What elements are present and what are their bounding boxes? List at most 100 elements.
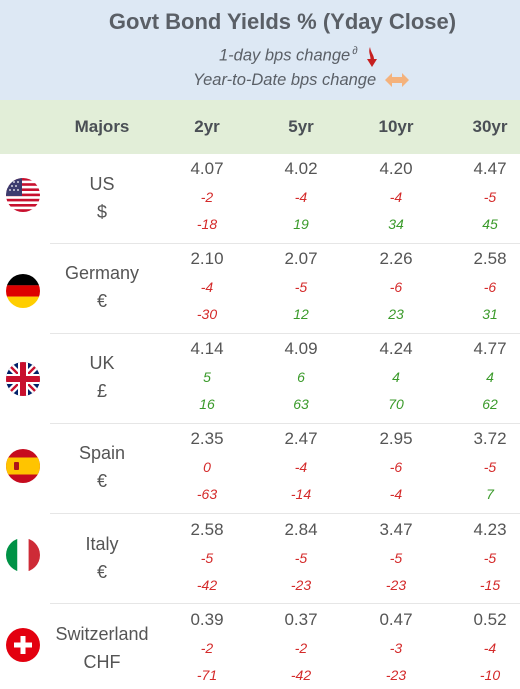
row-divider bbox=[50, 243, 520, 244]
yield-value: 2.35 bbox=[190, 429, 224, 448]
us-flag-icon bbox=[6, 178, 40, 212]
yield-value: 2.95 bbox=[379, 429, 413, 448]
ytd-change: 31 bbox=[482, 306, 498, 322]
day-change: -4 bbox=[483, 640, 497, 656]
yield-value: 4.09 bbox=[284, 339, 318, 358]
day-change: -4 bbox=[389, 189, 403, 205]
yield-value: 4.23 bbox=[473, 520, 507, 539]
ytd-change: -71 bbox=[196, 667, 218, 683]
country-name: US bbox=[89, 174, 115, 194]
yield-value: 2.47 bbox=[284, 429, 318, 448]
cell-10yr: 4.20 -4 34 bbox=[361, 158, 431, 234]
day-change: -2 bbox=[294, 640, 308, 656]
day-change: 4 bbox=[486, 369, 494, 385]
day-change: -5 bbox=[483, 189, 497, 205]
currency-symbol: $ bbox=[96, 202, 107, 222]
ytd-change: -63 bbox=[196, 486, 218, 502]
cell-10yr: 4.24 4 70 bbox=[361, 338, 431, 414]
day-change: 4 bbox=[392, 369, 400, 385]
ytd-change: 7 bbox=[486, 486, 494, 502]
column-header-10yr: 10yr bbox=[378, 117, 414, 136]
cell-5yr: 0.37 -2 -42 bbox=[266, 609, 336, 685]
day-change: -3 bbox=[389, 640, 403, 656]
row-divider bbox=[50, 333, 520, 334]
yield-value: 4.77 bbox=[473, 339, 507, 358]
italy-flag-icon bbox=[6, 538, 40, 572]
column-header-30yr: 30yr bbox=[472, 117, 508, 136]
row-divider bbox=[50, 423, 520, 424]
yield-value: 2.84 bbox=[284, 520, 318, 539]
day-change: -4 bbox=[294, 189, 308, 205]
day-change: -4 bbox=[200, 279, 214, 295]
legend-ytd: Year-to-Date bps change bbox=[193, 71, 409, 90]
ytd-change: -18 bbox=[196, 216, 218, 232]
yield-value: 4.47 bbox=[473, 159, 507, 178]
ytd-change: -30 bbox=[196, 306, 218, 322]
spain-flag-icon bbox=[6, 449, 40, 483]
ytd-change: 70 bbox=[388, 396, 404, 412]
ytd-change: 23 bbox=[388, 306, 404, 322]
currency-symbol: € bbox=[96, 471, 107, 491]
country-name: UK bbox=[89, 353, 115, 373]
ytd-change: -23 bbox=[385, 667, 407, 683]
table-row: US $ 4.07 -2 -18 4.02 -4 19 4.20 -4 34 4… bbox=[0, 154, 520, 244]
yield-value: 0.52 bbox=[473, 610, 507, 629]
yield-value: 2.07 bbox=[284, 249, 318, 268]
yield-value: 0.39 bbox=[190, 610, 224, 629]
yield-value: 4.24 bbox=[379, 339, 413, 358]
legend-one-day: 1-day bps change ∂ bbox=[219, 45, 378, 67]
cell-2yr: 2.10 -4 -30 bbox=[172, 248, 242, 324]
cell-2yr: 2.35 0 -63 bbox=[172, 428, 242, 504]
table-row: Italy € 2.58 -5 -42 2.84 -5 -23 3.47 -5 … bbox=[0, 514, 520, 604]
day-change: -2 bbox=[200, 189, 214, 205]
legend-ytd-label: Year-to-Date bps change bbox=[193, 71, 377, 89]
column-header-row: Majors 2yr 5yr 10yr 30yr bbox=[0, 100, 520, 154]
table-row: Switzerland CHF 0.39 -2 -71 0.37 -2 -42 … bbox=[0, 604, 520, 689]
yield-value: 2.10 bbox=[190, 249, 224, 268]
column-header-5yr: 5yr bbox=[288, 117, 314, 136]
yield-value: 2.26 bbox=[379, 249, 413, 268]
day-change: -6 bbox=[483, 279, 497, 295]
ytd-change: -4 bbox=[389, 486, 403, 502]
ytd-change: -23 bbox=[290, 577, 312, 593]
germany-flag-icon bbox=[6, 274, 40, 308]
day-change: -5 bbox=[483, 550, 497, 566]
table-row: Spain € 2.35 0 -63 2.47 -4 -14 2.95 -6 -… bbox=[0, 424, 520, 514]
cell-2yr: 4.07 -2 -18 bbox=[172, 158, 242, 234]
column-header-majors: Majors bbox=[74, 117, 130, 136]
cell-5yr: 2.84 -5 -23 bbox=[266, 519, 336, 595]
yield-value: 0.37 bbox=[284, 610, 318, 629]
cell-10yr: 2.26 -6 23 bbox=[361, 248, 431, 324]
row-divider bbox=[50, 603, 520, 604]
legend-one-day-label: 1-day bps change bbox=[219, 46, 351, 65]
ytd-change: 62 bbox=[482, 396, 498, 412]
yield-value: 3.72 bbox=[473, 429, 507, 448]
cell-2yr: 2.58 -5 -42 bbox=[172, 519, 242, 595]
header-panel: Govt Bond Yields % (Yday Close) 1-day bp… bbox=[0, 0, 520, 100]
ytd-change: 12 bbox=[293, 306, 309, 322]
country-name: Italy bbox=[85, 534, 119, 554]
currency-symbol: € bbox=[96, 562, 107, 582]
day-change: 6 bbox=[297, 369, 305, 385]
cell-30yr: 2.58 -6 31 bbox=[455, 248, 520, 324]
ytd-change: -42 bbox=[290, 667, 312, 683]
day-change: -5 bbox=[200, 550, 214, 566]
ytd-change: 63 bbox=[293, 396, 309, 412]
yield-value: 4.07 bbox=[190, 159, 224, 178]
table-row: UK £ 4.14 5 16 4.09 6 63 4.24 4 70 4.77 … bbox=[0, 334, 520, 424]
cell-5yr: 4.02 -4 19 bbox=[266, 158, 336, 234]
yield-value: 2.58 bbox=[473, 249, 507, 268]
cell-30yr: 4.47 -5 45 bbox=[455, 158, 520, 234]
cell-10yr: 0.47 -3 -23 bbox=[361, 609, 431, 685]
cell-2yr: 0.39 -2 -71 bbox=[172, 609, 242, 685]
cell-5yr: 4.09 6 63 bbox=[266, 338, 336, 414]
cell-30yr: 0.52 -4 -10 bbox=[455, 609, 520, 685]
cell-10yr: 2.95 -6 -4 bbox=[361, 428, 431, 504]
day-change: -5 bbox=[389, 550, 403, 566]
cell-5yr: 2.07 -5 12 bbox=[266, 248, 336, 324]
ytd-change: -10 bbox=[479, 667, 501, 683]
ytd-change: -14 bbox=[290, 486, 312, 502]
cell-30yr: 4.23 -5 -15 bbox=[455, 519, 520, 595]
currency-symbol: CHF bbox=[83, 652, 121, 672]
country-name: Spain bbox=[78, 443, 126, 463]
